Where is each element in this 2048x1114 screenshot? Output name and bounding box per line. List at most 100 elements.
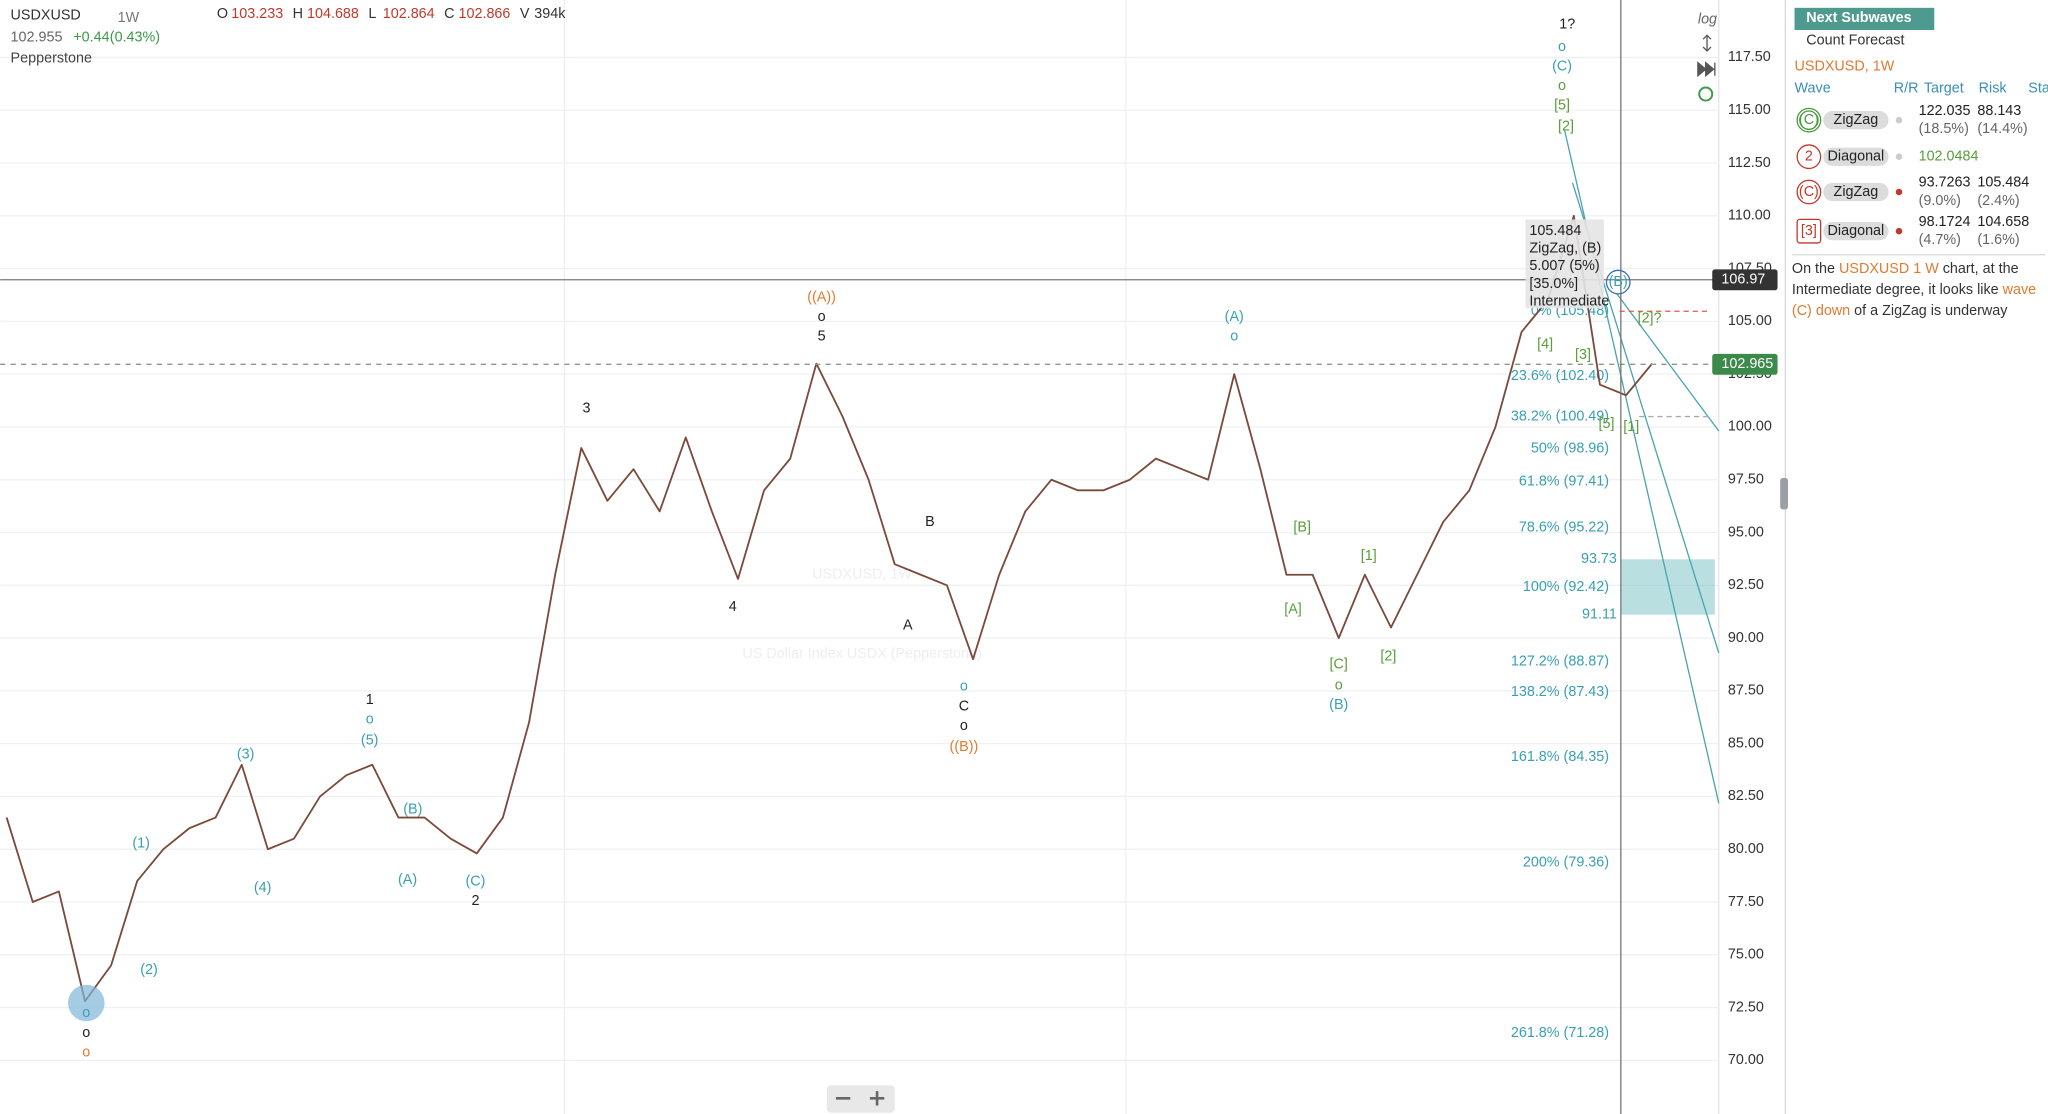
panel-symbol: USDXUSD, 1W [1795,58,1895,74]
wave-label: (5) [361,732,379,748]
target: 98.1724 [1919,214,1971,230]
wave-badge [1796,107,1822,133]
wave-label: o [82,1025,90,1041]
trend-line [1616,293,1720,432]
y-tick-label: 115.00 [1728,102,1771,118]
tooltip-line: ZigZag, (B) [1529,241,1601,257]
b-marker [1605,269,1631,295]
risk: 105.484 [1977,175,2029,191]
zoom-in[interactable] [869,1091,885,1106]
fib-level: 100% (92.42) [1523,579,1609,595]
pattern: ZigZag [1834,184,1879,200]
wave-label: [2]? [1638,310,1662,326]
wave-label: (3) [237,747,255,763]
wave-label: o [960,679,968,695]
jump-icon[interactable] [1697,61,1716,78]
status-dot [1895,188,1903,196]
wave-label: (B) [1329,697,1348,713]
column-header: Risk [1979,81,2008,97]
tooltip-line: 105.484 [1529,223,1581,239]
crosshair-tag [1712,269,1778,291]
wave-label: (A) [1225,309,1244,325]
wave-label: (C) [1552,58,1572,74]
fib-level: 78.6% (95.22) [1519,520,1609,536]
description-segment: of a ZigZag is underway [1850,303,2008,319]
last-price-label: 102.965 [1721,356,1773,372]
ohlcv-key: O [217,6,228,22]
tab-bg[interactable] [1794,7,1935,31]
description-segment: Intermediate degree, it looks like [1792,282,2003,298]
wave-badge [1796,179,1822,205]
tab[interactable]: Next Subwaves [1806,10,1911,26]
wave-label: 2 [471,893,479,909]
wave-label: [C] [1330,657,1348,673]
fib-level: 23.6% (102.40) [1511,368,1609,384]
wave-badge-inner [1799,110,1819,130]
panel-resizer[interactable] [1780,477,1788,510]
y-tick-label: 80.00 [1728,841,1764,857]
ohlcv-value: 102.864 [383,6,435,22]
y-tick-label: 117.50 [1728,49,1771,65]
wave-label: (B) [403,802,422,818]
fib-level: 61.8% (97.41) [1519,473,1609,489]
y-tick-label: 92.50 [1728,577,1764,593]
risk: 104.658 [1977,214,2029,230]
change: +0.44 [73,30,109,46]
y-tick-label: 90.00 [1728,630,1764,646]
tooltip-bg [1525,219,1604,309]
change-pct: (0.43%) [110,30,160,46]
wave-label: [A] [1284,602,1302,618]
y-tick-label: 105.00 [1728,313,1772,329]
y-tick-label: 95.00 [1728,524,1764,540]
ohlcv-key: V [520,6,530,22]
ohlcv: O 103.233 H 104.688 L 102.864 C 102.866 V 394k [217,6,566,22]
wave-label: A [903,617,913,633]
watermark-title: USDXUSD, 1W [812,566,912,582]
y-tick-label: 82.50 [1728,788,1764,804]
column-header: Target [1924,81,1964,97]
watermark-subtitle: US Dollar Index USDX (Pepperstone) [742,646,981,662]
ohlcv-value: 103.233 [231,6,283,22]
wave-label: (B) [1609,274,1628,290]
refresh-icon[interactable] [1698,86,1714,102]
fib-level: 38.2% (100.49) [1511,408,1609,424]
fib-level: 261.8% (71.28) [1511,1025,1609,1041]
status-dot [1895,153,1903,160]
y-tick-label: 75.00 [1728,947,1764,963]
fib-level: 50% (98.96) [1531,441,1609,457]
wave-label: o [818,309,826,325]
side-panel [1784,0,2048,1114]
y-tick-label: 70.00 [1728,1052,1764,1068]
column-header: R/R [1894,81,1919,97]
wave: (C) [1799,184,1819,200]
status-dot [1895,116,1903,124]
wave: (C) [1799,112,1819,128]
pattern-pill [1823,222,1889,241]
pattern: Diagonal [1828,149,1885,165]
fib-level: 161.8% (84.35) [1511,749,1609,765]
target: 102.0484 [1919,149,1979,165]
ohlcv-key: H [293,6,303,22]
risk: 88.143 [1977,103,2021,119]
y-tick-label: 77.50 [1728,894,1764,910]
crosshair-label: 106.97 [1721,272,1765,288]
wave-label: o [82,1044,90,1060]
wave-label: o [1558,78,1566,94]
plot: 117.50115.00112.50110.00107.50105.00102.… [0,0,1778,1114]
column-header: Sta [2028,81,2048,97]
wave-label: o [366,711,374,727]
log-toggle[interactable]: log [1698,11,1717,27]
wave-label: [3] [1575,347,1591,363]
description-segment: chart, at the [1939,261,2019,277]
description-segment: On the [1792,261,1839,277]
status-dot [1895,227,1903,235]
target: 122.035 [1919,103,1971,119]
pattern: ZigZag [1834,112,1879,128]
y-tick-label: 112.50 [1728,155,1771,171]
wave-label: [1] [1623,419,1639,435]
scale-icon[interactable] [1702,34,1712,52]
ohlcv-value: 394k [534,6,566,22]
grid [563,0,1720,1114]
